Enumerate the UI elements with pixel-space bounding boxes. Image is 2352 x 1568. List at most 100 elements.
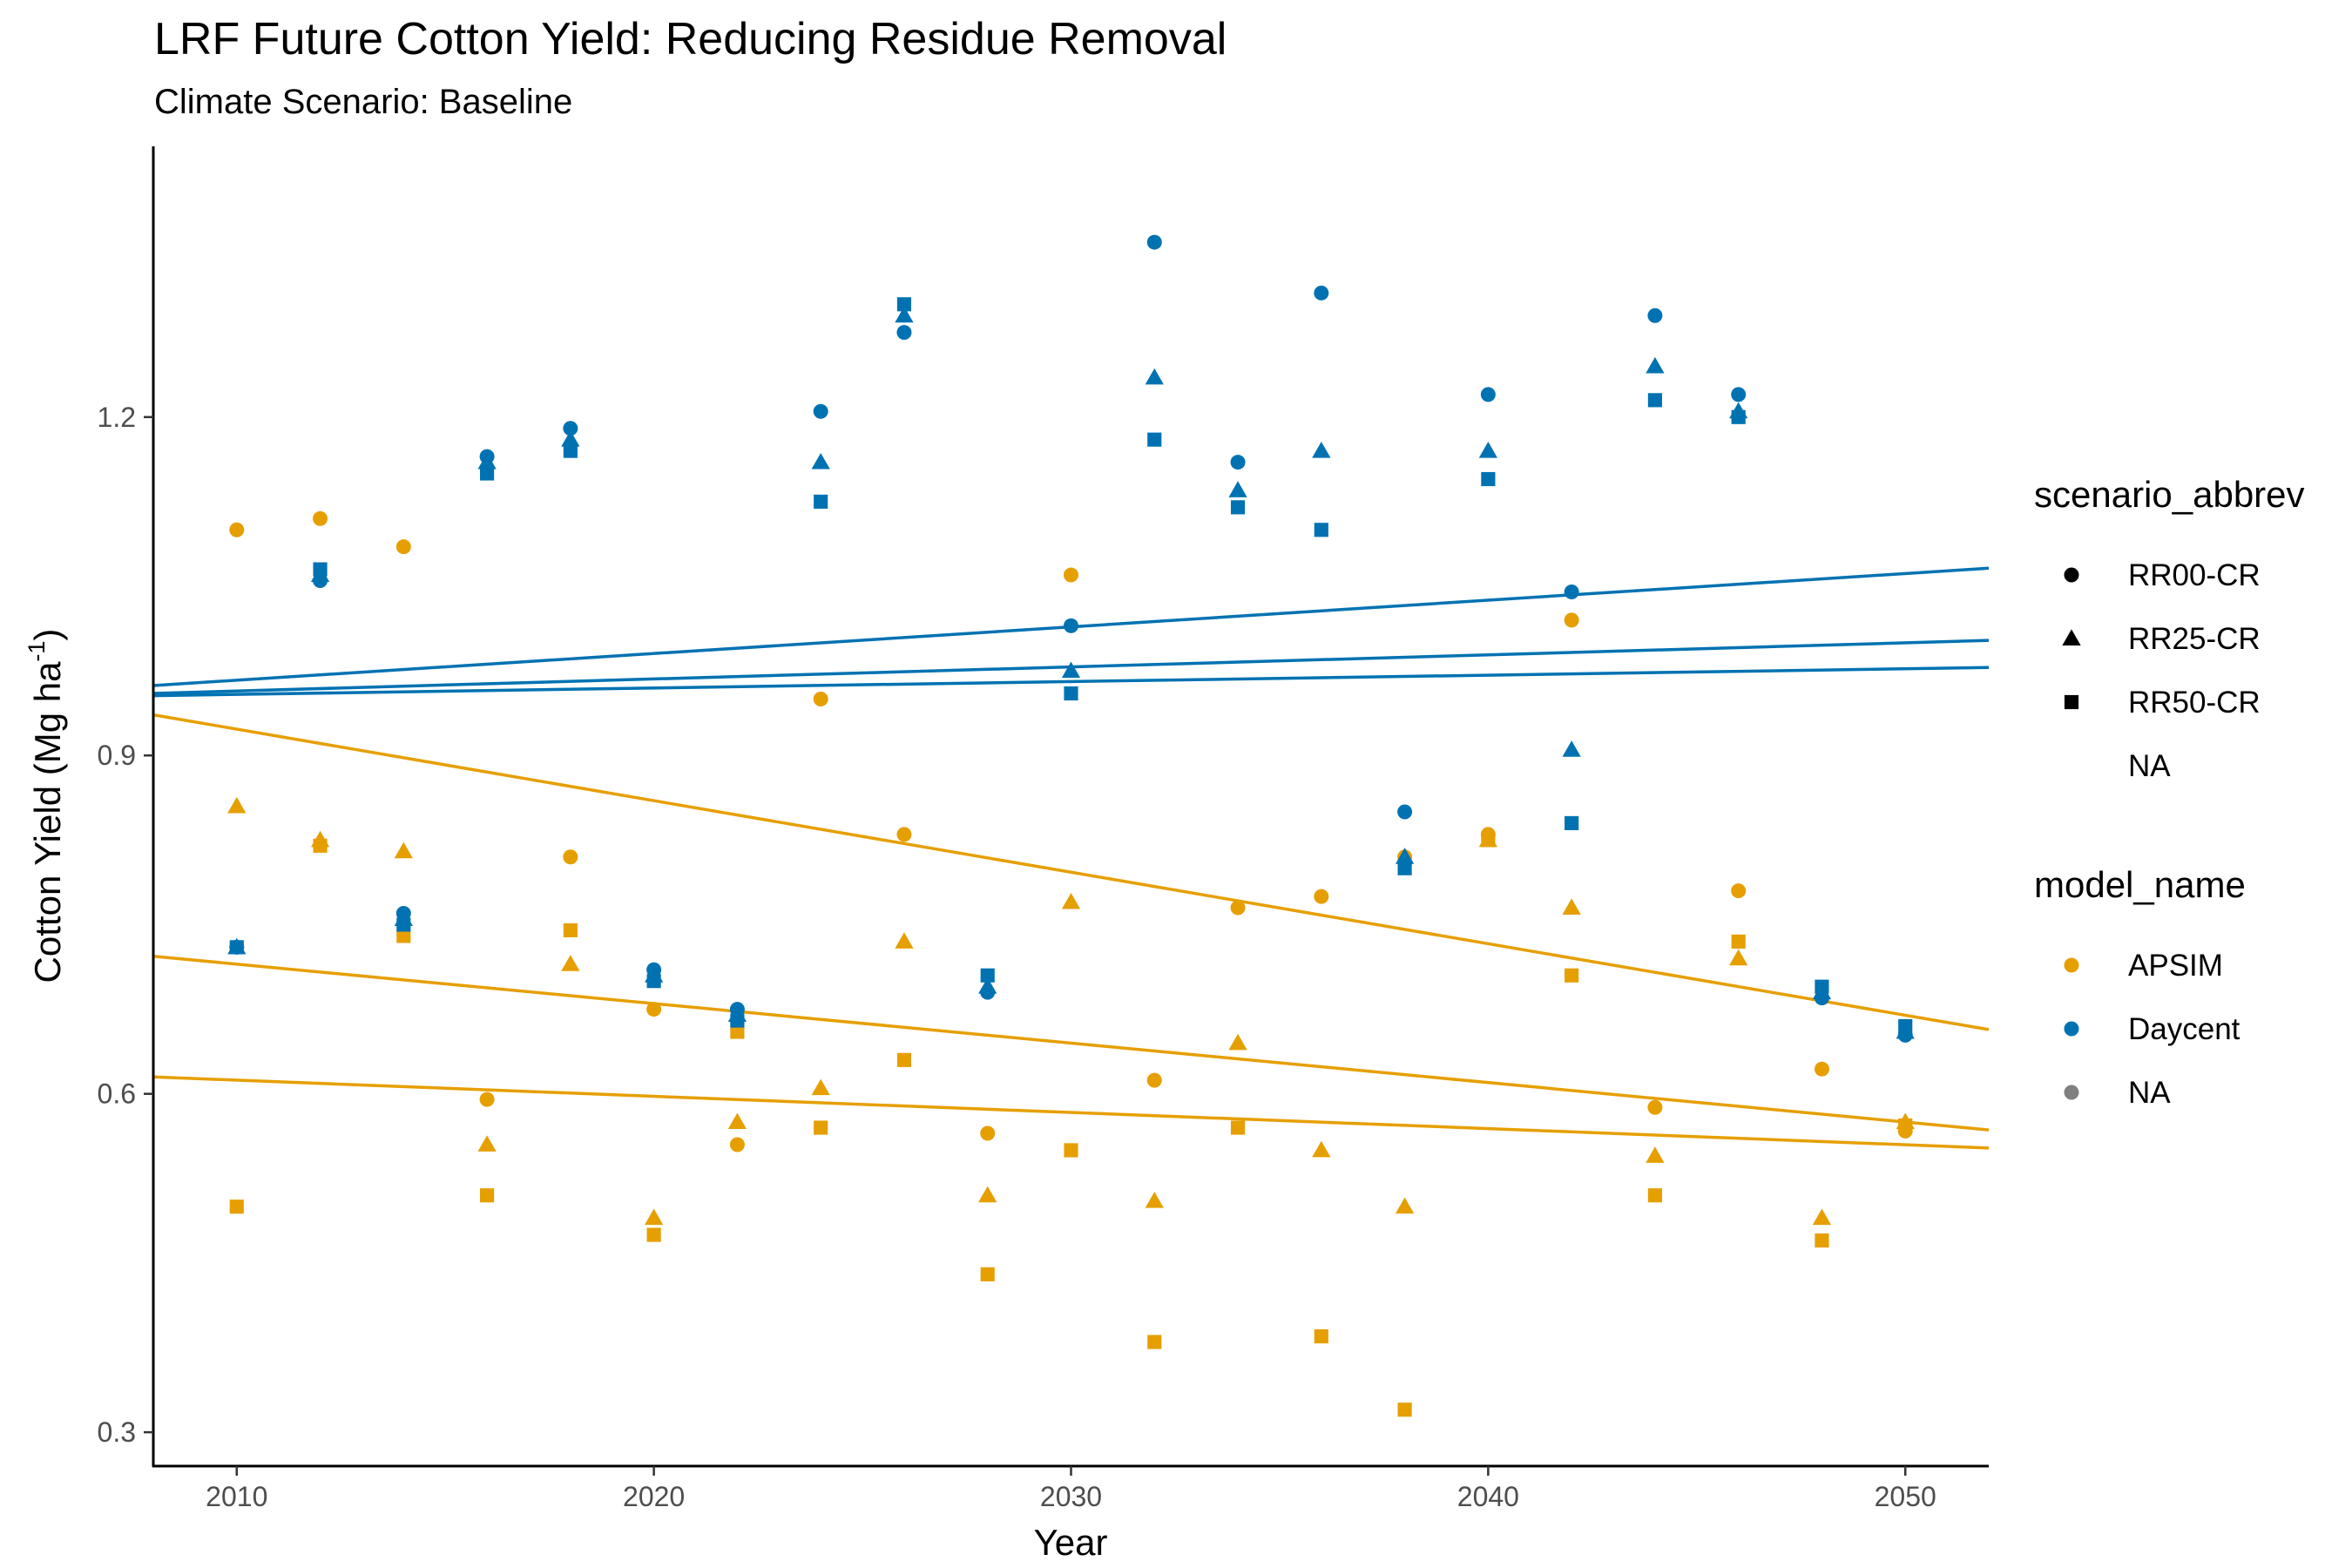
- y-axis-title: Cotton Yield (Mg ha-1): [24, 629, 68, 983]
- point-apsim-rr25-cr: [645, 1208, 664, 1226]
- point-apsim-rr25-cr: [1562, 898, 1581, 916]
- trend-line-apsim-5: [152, 954, 1990, 1132]
- point-apsim-rr00-cr: [1314, 889, 1329, 904]
- x-tick-label: 2040: [1457, 1481, 1519, 1512]
- point-apsim-rr25-cr: [727, 1112, 747, 1130]
- point-apsim-rr50-cr: [1064, 1143, 1078, 1158]
- trend-line-apsim-4: [152, 713, 1990, 1031]
- point-apsim-rr50-cr: [1898, 1118, 1913, 1133]
- point-daycent-rr25-cr: [1228, 481, 1247, 497]
- legend-key-rr25-cr: [2062, 629, 2081, 645]
- point-apsim-rr50-cr: [313, 838, 328, 853]
- x-axis-ticks: 2010 2020 2030 2040 2050: [206, 1466, 1936, 1512]
- point-apsim-rr50-cr: [896, 1052, 912, 1067]
- legend-key-na: [2064, 1085, 2079, 1100]
- point-apsim-rr25-cr: [1228, 1033, 1247, 1051]
- point-apsim-rr00-cr: [1064, 567, 1078, 583]
- point-daycent-rr50-cr: [1481, 471, 1496, 487]
- point-daycent-rr25-cr: [1312, 441, 1331, 458]
- point-apsim-rr50-cr: [980, 1267, 995, 1281]
- point-daycent-rr25-cr: [895, 306, 914, 323]
- point-apsim-rr50-cr: [1815, 1233, 1829, 1248]
- point-apsim-rr00-cr: [1647, 1099, 1663, 1115]
- legend-label: NA: [2128, 1076, 2171, 1110]
- point-apsim-rr00-cr: [313, 510, 328, 526]
- point-daycent-rr50-cr: [1815, 979, 1829, 994]
- point-daycent-rr25-cr: [561, 430, 580, 447]
- point-apsim-rr50-cr: [814, 1120, 828, 1135]
- point-apsim-rr00-cr: [980, 1125, 996, 1141]
- point-daycent-rr25-cr: [811, 452, 830, 470]
- point-apsim-rr00-cr: [229, 522, 245, 537]
- point-daycent-rr25-cr: [978, 977, 997, 994]
- point-daycent-rr25-cr: [1061, 661, 1081, 679]
- point-daycent-rr25-cr: [477, 452, 497, 470]
- point-apsim-rr25-cr: [1145, 1192, 1164, 1208]
- point-apsim-rr00-cr: [729, 1137, 745, 1152]
- point-apsim-rr50-cr: [396, 929, 411, 943]
- point-daycent-rr50-cr: [730, 1013, 745, 1028]
- trend-line-apsim-6: [152, 1075, 1990, 1150]
- point-daycent-rr50-cr: [1314, 523, 1328, 537]
- legend: scenario_abbrev RR00-CR RR25-CR RR50-CR NA mo…: [2034, 474, 2305, 1110]
- point-daycent-rr25-cr: [1478, 441, 1497, 458]
- point-daycent-rr25-cr: [1562, 740, 1581, 757]
- point-daycent-rr50-cr: [980, 968, 995, 983]
- point-apsim-rr50-cr: [563, 923, 578, 938]
- legend-label: NA: [2128, 749, 2171, 783]
- legend-label: APSIM: [2128, 949, 2223, 983]
- legend-key-apsim: [2064, 957, 2079, 973]
- point-daycent-rr00-cr: [563, 421, 578, 436]
- point-apsim-rr50-cr: [730, 1024, 745, 1039]
- y-tick-label: 0.3: [98, 1416, 136, 1448]
- y-axis-ticks: 0.3 0.6 0.9 1.2: [98, 402, 153, 1448]
- point-apsim-rr50-cr: [229, 1200, 244, 1214]
- point-apsim-rr25-cr: [477, 1135, 497, 1152]
- x-axis-title: Year: [1034, 1522, 1108, 1563]
- legend-label: RR25-CR: [2128, 622, 2261, 656]
- point-apsim-rr25-cr: [227, 796, 247, 814]
- point-daycent-rr50-cr: [480, 466, 495, 481]
- point-daycent-rr50-cr: [1647, 393, 1662, 408]
- point-daycent-rr00-cr: [813, 403, 828, 419]
- point-apsim-rr25-cr: [1729, 949, 1748, 966]
- point-daycent-rr25-cr: [1646, 356, 1665, 374]
- chart-title: LRF Future Cotton Yield: Reducing Residu…: [154, 14, 1227, 64]
- point-apsim-rr00-cr: [646, 1002, 662, 1017]
- point-apsim-rr00-cr: [1564, 612, 1579, 628]
- point-apsim-rr25-cr: [978, 1186, 997, 1203]
- point-daycent-rr50-cr: [646, 974, 661, 989]
- point-daycent-rr25-cr: [1145, 368, 1164, 385]
- point-daycent-rr00-cr: [1397, 804, 1413, 820]
- point-apsim-rr50-cr: [480, 1188, 495, 1203]
- point-apsim-rr50-cr: [1647, 1188, 1662, 1203]
- point-daycent-rr50-cr: [1565, 815, 1579, 830]
- legend-label: RR50-CR: [2128, 686, 2261, 720]
- point-daycent-rr50-cr: [1064, 686, 1078, 701]
- y-tick-label: 1.2: [98, 402, 136, 433]
- point-apsim-rr50-cr: [1314, 1329, 1328, 1344]
- point-apsim-rr00-cr: [479, 1092, 495, 1107]
- point-apsim-rr50-cr: [1481, 833, 1496, 848]
- point-apsim-rr25-cr: [561, 955, 580, 971]
- legend-key-rr00-cr: [2064, 567, 2079, 583]
- point-apsim-rr25-cr: [895, 932, 914, 949]
- legend-label: RR00-CR: [2128, 558, 2261, 592]
- plot-area: 2010 2020 2030 2040 2050 0.3 0.6 0.9 1.2: [98, 146, 1990, 1512]
- point-daycent-rr25-cr: [1395, 848, 1415, 864]
- point-apsim-rr25-cr: [811, 1078, 830, 1096]
- point-daycent-rr00-cr: [896, 325, 912, 341]
- point-daycent-rr00-cr: [1731, 387, 1747, 402]
- point-daycent-rr50-cr: [1230, 500, 1246, 515]
- x-tick-label: 2010: [206, 1481, 267, 1512]
- point-daycent-rr50-cr: [814, 494, 828, 509]
- point-apsim-rr00-cr: [395, 539, 411, 555]
- legend-key-rr50-cr: [2064, 694, 2079, 710]
- point-daycent-rr50-cr: [563, 443, 578, 458]
- legend-label: Daycent: [2128, 1012, 2240, 1046]
- point-daycent-rr00-cr: [1064, 618, 1078, 633]
- point-daycent-rr50-cr: [396, 917, 411, 932]
- point-apsim-rr25-cr: [1646, 1146, 1665, 1163]
- point-daycent-rr00-cr: [1146, 234, 1162, 250]
